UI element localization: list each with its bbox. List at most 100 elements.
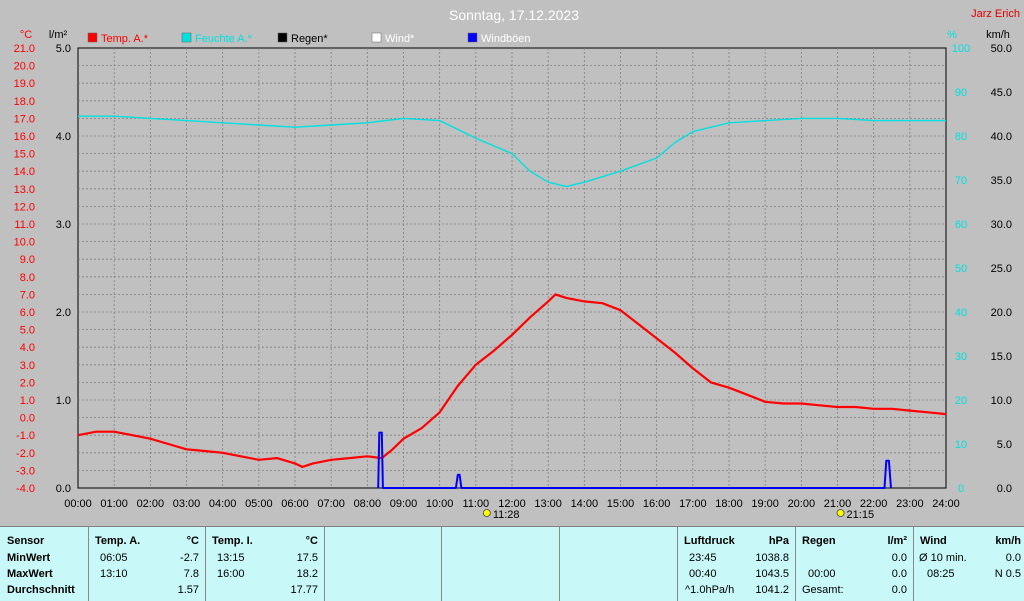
pressure-tick-label: 60 — [955, 219, 967, 231]
temp-tick-label: 3.0 — [20, 360, 35, 372]
stats-temp-a-max-val: 7.8 — [183, 568, 199, 580]
temp-tick-label: 21.0 — [14, 43, 35, 55]
temp-tick-label: 4.0 — [20, 342, 35, 354]
stats-pressure-max-val: 1043.5 — [755, 568, 789, 580]
pressure-tick-label: 100 — [952, 43, 970, 55]
stats-temp-i-min-val: 17.5 — [296, 552, 318, 564]
stats-row-avg: Durchschnitt — [7, 584, 75, 596]
rain-axis: 5.0 4.0 3.0 2.0 1.0 0.0 — [56, 43, 71, 495]
rain-unit-label: l/m² — [49, 29, 68, 41]
time-tick-label: 06:00 — [281, 498, 309, 510]
statistics-panel: Sensor MinWert MaxWert Durchschnitt Temp… — [0, 526, 1024, 601]
time-tick-label: 09:00 — [390, 498, 418, 510]
legend-label: Wind* — [385, 33, 415, 45]
time-tick-label: 07:00 — [317, 498, 345, 510]
wind-tick-label: 40.0 — [991, 131, 1012, 143]
stats-temp-i-header: Temp. I. — [212, 535, 253, 547]
time-tick-label: 19:00 — [751, 498, 779, 510]
time-tick-label: 20:00 — [788, 498, 816, 510]
pressure-tick-label: 70 — [955, 175, 967, 187]
wind-tick-label: 20.0 — [991, 307, 1012, 319]
stats-temp-i-min-time: 13:15 — [217, 552, 245, 564]
temp-tick-label: 20.0 — [14, 61, 35, 73]
wind-tick-label: 10.0 — [991, 395, 1012, 407]
humidity-series-line — [78, 115, 946, 188]
stats-sensor-section: Sensor MinWert MaxWert Durchschnitt — [0, 527, 89, 601]
legend-label: Regen* — [291, 33, 328, 45]
stats-temp-a-avg: 1.57 — [177, 584, 199, 596]
pressure-tick-label: 50 — [955, 263, 967, 275]
stats-rain-max-val: 0.0 — [891, 568, 907, 580]
stats-wind-max-time: 08:25 — [927, 568, 955, 580]
stats-pressure-header: Luftdruck — [684, 535, 735, 547]
wind-tick-label: 45.0 — [991, 87, 1012, 99]
stats-temp-a-min-time: 06:05 — [100, 552, 128, 564]
legend-swatch — [371, 32, 382, 43]
temp-tick-label: 6.0 — [20, 307, 35, 319]
time-tick-label: 23:00 — [896, 498, 924, 510]
stats-pressure-section: Luftdruck hPa 23:45 1038.8 00:40 1043.5 … — [677, 527, 796, 601]
time-tick-label: 11:00 — [462, 498, 489, 510]
temp-tick-label: -2.0 — [16, 448, 35, 460]
stats-temp-i-max-val: 18.2 — [296, 568, 318, 580]
temp-tick-label: 1.0 — [20, 395, 35, 407]
stats-wind-avg-label: Ø 10 min. — [919, 552, 967, 564]
temp-tick-label: 12.0 — [14, 201, 35, 213]
stats-wind-header: Wind — [920, 535, 947, 547]
wind-tick-label: 25.0 — [991, 263, 1012, 275]
legend-label: Temp. A.* — [101, 33, 149, 45]
chart-title: Sonntag, 17.12.2023 — [449, 7, 579, 23]
wind-tick-label: 15.0 — [991, 351, 1012, 363]
pressure-tick-label: 80 — [955, 131, 967, 143]
rain-tick-label: 2.0 — [56, 307, 71, 319]
legend-label: Windböen — [481, 33, 531, 45]
stats-temp-a-section: Temp. A. °C 06:05 -2.7 13:10 7.8 1.57 — [88, 527, 206, 601]
wind-tick-label: 5.0 — [997, 439, 1012, 451]
time-tick-label: 10:00 — [426, 498, 454, 510]
temp-tick-label: 13.0 — [14, 184, 35, 196]
pressure-tick-label: 40 — [955, 307, 967, 319]
stats-wind-section: Wind km/h Ø 10 min. 0.0 08:25 N 0.5 — [913, 527, 1023, 601]
temp-axis: 21.0 20.0 19.0 18.0 17.0 16.0 15.0 14.0 13.0 12.0… — [14, 43, 35, 495]
temp-tick-label: 14.0 — [14, 166, 35, 178]
stats-empty-section-2 — [441, 527, 560, 601]
stats-pressure-min-val: 1038.8 — [755, 552, 789, 564]
time-tick-label: 22:00 — [860, 498, 888, 510]
stats-row-max: MaxWert — [7, 568, 53, 580]
sun-marker-label: 21:15 — [847, 509, 875, 521]
pressure-tick-label: 30 — [955, 351, 967, 363]
rain-tick-label: 0.0 — [56, 483, 71, 495]
temp-tick-label: 0.0 — [20, 413, 35, 425]
temp-tick-label: 18.0 — [14, 96, 35, 108]
rain-tick-label: 1.0 — [56, 395, 71, 407]
pressure-tick-label: 0 — [958, 483, 964, 495]
stats-rain-total-label: Gesamt: — [802, 584, 844, 596]
time-tick-label: 03:00 — [173, 498, 201, 510]
stats-pressure-max-time: 00:40 — [689, 568, 717, 580]
temp-tick-label: 5.0 — [20, 325, 35, 337]
sun-icon — [482, 509, 491, 517]
sun-icon — [836, 509, 845, 517]
stats-rain-total-val: 0.0 — [891, 584, 907, 596]
station-author: Jarz Erich — [971, 8, 1020, 20]
stats-temp-a-max-time: 13:10 — [100, 568, 128, 580]
stats-rain-section: Regen l/m² 0.0 00:00 0.0 Gesamt: 0.0 — [795, 527, 914, 601]
time-tick-label: 05:00 — [245, 498, 273, 510]
legend-swatch — [181, 32, 192, 43]
time-tick-label: 15:00 — [607, 498, 635, 510]
legend-swatch — [467, 32, 478, 43]
temp-tick-label: -1.0 — [16, 430, 35, 442]
stats-wind-unit: km/h — [995, 535, 1021, 547]
temp-unit-label: °C — [20, 29, 32, 41]
stats-pressure-unit: hPa — [768, 535, 789, 547]
chart-legend: Temp. A.* Feuchte A.* Regen* Wind* Windböen — [87, 32, 531, 45]
pressure-tick-label: 10 — [955, 439, 967, 451]
temp-series-line — [77, 293, 947, 468]
stats-temp-a-min-val: -2.7 — [180, 552, 199, 564]
time-tick-label: 17:00 — [679, 498, 707, 510]
wind-tick-label: 50.0 — [991, 43, 1012, 55]
stats-wind-max-val: N 0.5 — [994, 568, 1021, 580]
wind-tick-label: 0.0 — [997, 483, 1012, 495]
wind-unit-label: km/h — [986, 29, 1010, 41]
